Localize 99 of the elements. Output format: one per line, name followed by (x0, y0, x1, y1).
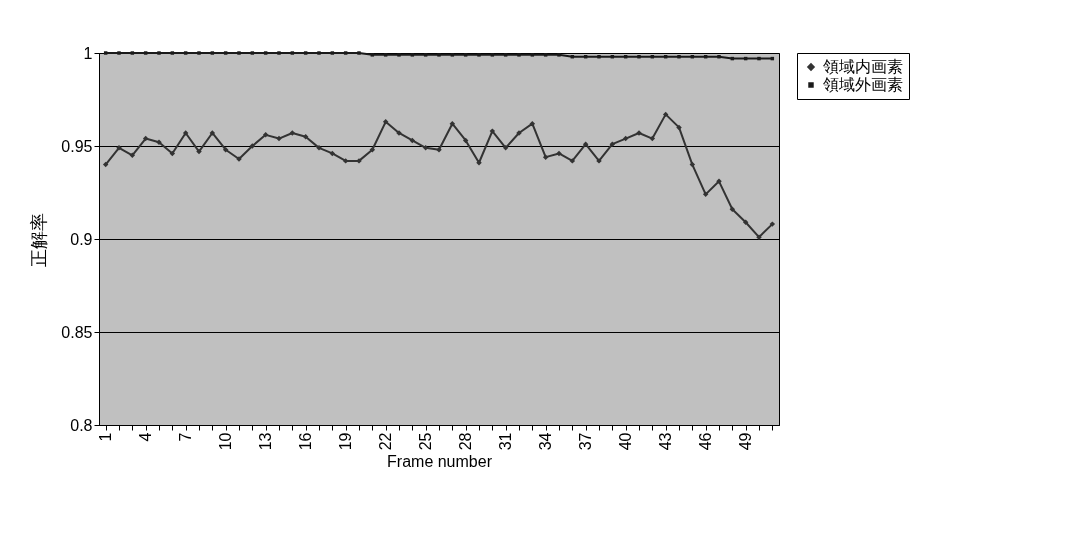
point (542, 154, 549, 160)
point (717, 54, 721, 59)
point (277, 51, 281, 55)
point (223, 51, 228, 55)
point (222, 146, 229, 153)
x-tick-label: 22 (377, 432, 395, 451)
point (477, 53, 481, 57)
point (170, 51, 175, 55)
x-axis-title: Frame number (387, 453, 493, 471)
x-tick-label: 10 (217, 432, 235, 451)
point (769, 221, 776, 227)
point (556, 150, 562, 157)
x-tick-label: 13 (257, 432, 275, 451)
point (157, 51, 161, 55)
point (370, 53, 375, 57)
point (249, 143, 256, 149)
point (210, 51, 215, 55)
point (197, 51, 201, 55)
point (263, 51, 268, 55)
point (489, 128, 496, 134)
point (143, 51, 148, 55)
legend-label: 領域外画素 (823, 76, 903, 93)
point (662, 111, 669, 118)
point (410, 53, 415, 57)
point (342, 158, 349, 164)
x-tick-label: 40 (617, 432, 635, 451)
x-tick-label: 19 (337, 432, 355, 451)
point (677, 54, 681, 59)
point (117, 51, 121, 55)
point (290, 51, 295, 55)
point (357, 51, 361, 55)
point (196, 148, 202, 155)
x-tick-label: 7 (177, 432, 195, 442)
point (530, 53, 535, 57)
y-tick-label: 0.85 (61, 323, 93, 341)
point (317, 51, 321, 55)
point (250, 51, 255, 55)
point (397, 53, 401, 57)
x-tick-label: 46 (697, 432, 715, 451)
point (502, 145, 509, 151)
y-tick-label: 0.9 (70, 230, 93, 248)
x-tick-label: 43 (657, 432, 675, 451)
point (609, 141, 616, 147)
y-tick-label: 0.8 (70, 416, 93, 434)
y-axis-title: 正解率 (29, 212, 50, 267)
point (463, 53, 468, 57)
point (450, 53, 455, 57)
point (383, 53, 388, 57)
point (729, 206, 736, 212)
point (183, 51, 188, 55)
x-tick-label: 4 (137, 432, 155, 442)
point (303, 51, 308, 55)
y-tick-label: 0.95 (61, 137, 93, 155)
point (289, 130, 296, 136)
x-tick-label: 16 (297, 432, 315, 451)
x-tick-label: 1 (97, 432, 115, 442)
point (437, 53, 441, 57)
point (209, 130, 216, 136)
x-tick-label: 34 (537, 432, 555, 451)
point (262, 132, 269, 138)
point (637, 54, 641, 59)
x-tick-label: 37 (577, 432, 595, 451)
point (423, 53, 428, 57)
point (716, 178, 722, 185)
point (182, 130, 189, 136)
x-tick-label: 28 (457, 432, 475, 451)
point (490, 53, 495, 57)
point (543, 53, 548, 57)
point (129, 152, 136, 159)
point (237, 51, 241, 55)
point (757, 56, 761, 61)
point (676, 124, 682, 131)
y-tick-label: 1 (83, 44, 93, 62)
point (597, 54, 601, 59)
point (302, 133, 309, 140)
point (436, 146, 442, 153)
point (503, 53, 508, 57)
point (742, 219, 749, 225)
point (449, 120, 456, 127)
point (569, 158, 576, 164)
point (156, 139, 162, 146)
legend-label: 領域内画素 (823, 58, 903, 75)
point (422, 145, 429, 151)
point (702, 191, 709, 198)
point (382, 119, 389, 125)
point (343, 51, 348, 55)
point (517, 53, 521, 57)
point (369, 146, 376, 153)
x-tick-label: 31 (497, 432, 515, 451)
point (557, 53, 561, 57)
point (276, 135, 282, 142)
x-tick-label: 25 (417, 432, 435, 451)
point (130, 51, 135, 55)
point (476, 160, 482, 166)
x-tick-label: 49 (737, 432, 755, 451)
point (103, 51, 108, 55)
point (582, 141, 589, 147)
point (330, 51, 335, 55)
point (529, 120, 536, 127)
